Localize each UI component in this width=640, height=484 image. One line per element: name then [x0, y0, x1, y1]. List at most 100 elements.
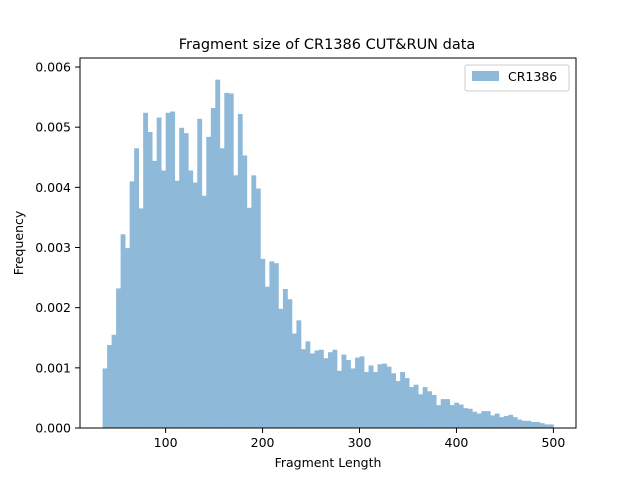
- y-tick-label: 0.002: [35, 300, 71, 315]
- histogram-bar: [413, 384, 419, 428]
- bars-group: [102, 79, 554, 429]
- histogram-bar: [273, 263, 279, 428]
- histogram-bar: [436, 405, 442, 428]
- legend-label: CR1386: [508, 69, 557, 84]
- histogram-bar: [350, 368, 356, 428]
- histogram-bar: [219, 148, 225, 429]
- histogram-bar: [134, 148, 140, 429]
- histogram-bar: [512, 417, 518, 428]
- histogram-bar: [463, 408, 469, 428]
- histogram-bar: [125, 248, 130, 428]
- histogram-bar: [246, 207, 252, 428]
- histogram-bar: [544, 424, 550, 428]
- histogram-bar: [499, 417, 505, 428]
- histogram-bar: [192, 182, 198, 428]
- histogram-bar: [494, 413, 500, 428]
- histogram-bar: [215, 79, 221, 428]
- histogram-bar: [508, 414, 514, 428]
- histogram-bar: [300, 349, 306, 428]
- histogram-bar: [422, 387, 428, 428]
- histogram-bar: [179, 127, 185, 428]
- histogram-bar: [287, 299, 293, 428]
- x-axis-ticks: 100 200 300 400 500: [154, 428, 565, 450]
- histogram-bar: [129, 181, 135, 428]
- histogram-bar: [323, 358, 329, 428]
- histogram-bar: [197, 118, 203, 428]
- y-tick-label: 0.003: [35, 240, 71, 255]
- histogram-bar: [291, 333, 297, 428]
- histogram-bar: [237, 113, 243, 428]
- histogram-bar: [161, 170, 167, 428]
- histogram-bar: [224, 92, 230, 428]
- y-axis-ticks: 0.000 0.001 0.002 0.003 0.004 0.005 0.006: [35, 60, 80, 436]
- histogram-bar: [165, 112, 171, 428]
- histogram-bar: [368, 365, 374, 428]
- histogram-bar: [386, 366, 392, 428]
- y-tick-label: 0.004: [35, 180, 71, 195]
- y-tick-label: 0.006: [35, 60, 71, 75]
- histogram-bar: [152, 160, 158, 428]
- histogram-bar: [458, 404, 464, 428]
- histogram-bar: [314, 350, 320, 428]
- histogram-bar: [418, 394, 424, 428]
- histogram-bar: [359, 356, 365, 428]
- chart-title: Fragment size of CR1386 CUT&RUN data: [179, 37, 476, 53]
- histogram-bar: [535, 421, 541, 428]
- histogram-bar: [485, 411, 491, 428]
- histogram-bar: [391, 373, 396, 428]
- histogram-bar: [427, 391, 433, 428]
- histogram-bar: [440, 399, 446, 428]
- histogram-bar: [472, 411, 478, 428]
- histogram-bar: [210, 107, 216, 429]
- histogram-bar: [107, 344, 112, 428]
- histogram-bar: [404, 378, 410, 428]
- histogram-bar: [251, 175, 257, 428]
- histogram-bar: [201, 195, 207, 428]
- histogram-bar: [449, 405, 455, 428]
- histogram-bar: [521, 420, 527, 428]
- histogram-bar: [269, 261, 275, 428]
- histogram-bar: [481, 411, 487, 428]
- histogram-bar: [490, 415, 496, 428]
- histogram-bar: [318, 349, 324, 428]
- y-tick-label: 0.001: [35, 360, 71, 375]
- histogram-bar: [278, 308, 284, 428]
- histogram-bar: [138, 208, 144, 428]
- histogram-bar: [373, 372, 378, 428]
- legend: CR1386: [464, 64, 570, 92]
- x-tick-label: 100: [154, 435, 178, 450]
- histogram-bar: [382, 363, 387, 428]
- histogram-bar: [296, 320, 302, 428]
- x-tick-label: 400: [445, 435, 469, 450]
- histogram-bar: [445, 399, 451, 428]
- histogram-bar: [332, 349, 338, 428]
- histogram-bar: [143, 112, 149, 428]
- histogram-bar: [337, 370, 342, 428]
- histogram-bar: [264, 286, 270, 428]
- histogram-bar: [255, 188, 261, 428]
- histogram-bar: [548, 424, 554, 428]
- histogram-bar: [431, 394, 437, 428]
- histogram-bar: [355, 357, 360, 428]
- histogram-bar: [395, 381, 401, 428]
- legend-swatch: [472, 71, 499, 81]
- histogram-bar: [328, 352, 333, 428]
- histogram-bar: [305, 341, 311, 428]
- x-tick-label: 200: [251, 435, 275, 450]
- plot-frame: [79, 57, 577, 429]
- histogram-bar: [341, 354, 347, 428]
- histogram-bar: [120, 234, 126, 428]
- histogram-bar: [539, 423, 545, 428]
- histogram-bar: [233, 175, 239, 428]
- histogram-bar: [147, 132, 153, 428]
- histogram-bar: [116, 288, 121, 428]
- histogram-bar: [530, 421, 536, 428]
- histogram-bar: [503, 415, 509, 428]
- histogram-bar: [156, 117, 162, 428]
- histogram-bar: [206, 136, 212, 428]
- histogram-bar: [476, 413, 482, 428]
- histogram-bar: [309, 353, 315, 428]
- x-tick-label: 500: [541, 435, 565, 450]
